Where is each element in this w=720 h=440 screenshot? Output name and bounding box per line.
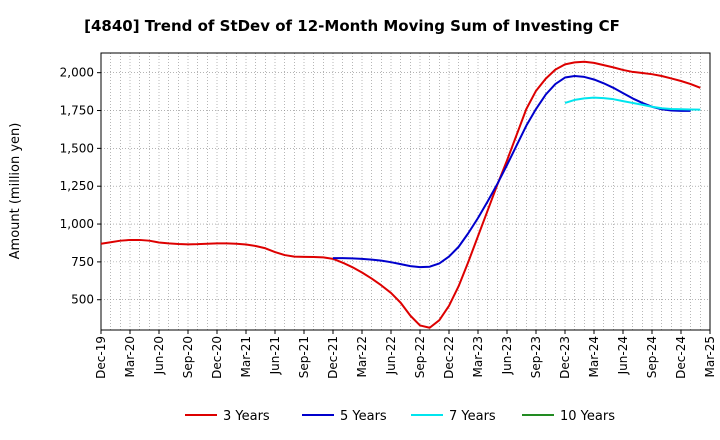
x-tick-label: Dec-24 xyxy=(674,336,688,379)
x-tick-label: Jun-23 xyxy=(500,336,514,375)
series-layer xyxy=(100,60,701,329)
series-line-7-years xyxy=(564,96,701,111)
x-tick-label: Sep-21 xyxy=(297,336,311,378)
x-tick-label: Mar-21 xyxy=(239,336,253,377)
y-tick-label: 750 xyxy=(71,255,94,269)
legend-label: 10 Years xyxy=(560,409,615,424)
x-tick-label: Sep-24 xyxy=(645,336,659,378)
x-axis: Dec-19 Mar-20 Jun-20 Sep-20 Dec-20 Mar-21 Jun-… xyxy=(94,330,717,379)
y-tick-label: 1,000 xyxy=(60,217,94,231)
x-tick-label: Jun-21 xyxy=(268,336,282,375)
x-tick-label: Mar-20 xyxy=(123,336,137,377)
series-line-5-years xyxy=(333,75,691,269)
legend-label: 7 Years xyxy=(449,409,496,424)
x-tick-label: Jun-20 xyxy=(152,336,166,375)
x-tick-label: Mar-24 xyxy=(587,336,601,377)
legend-label: 5 Years xyxy=(340,409,387,424)
x-tick-label: Dec-23 xyxy=(558,336,572,379)
chart-title: [4840] Trend of StDev of 12-Month Moving… xyxy=(84,17,620,35)
x-tick-label: Mar-23 xyxy=(471,336,485,377)
y-tick-label: 1,750 xyxy=(60,104,94,118)
x-tick-label: Mar-22 xyxy=(355,336,369,377)
y-tick-label: 2,000 xyxy=(60,66,94,80)
plot-area xyxy=(100,52,711,331)
y-tick-label: 1,250 xyxy=(60,179,94,193)
x-tick-label: Mar-25 xyxy=(703,336,717,377)
y-tick-label: 1,500 xyxy=(60,141,94,155)
x-tick-label: Dec-20 xyxy=(210,336,224,379)
grid-lines xyxy=(100,53,711,330)
x-tick-label: Sep-20 xyxy=(181,336,195,378)
x-tick-label: Dec-21 xyxy=(326,336,340,379)
y-axis-label: Amount (million yen) xyxy=(8,123,23,260)
legend: 3 Years 5 Years 7 Years 10 Years xyxy=(185,409,615,424)
x-tick-label: Dec-22 xyxy=(442,336,456,379)
x-tick-label: Sep-23 xyxy=(529,336,543,378)
x-tick-label: Jun-24 xyxy=(616,336,630,375)
x-tick-label: Dec-19 xyxy=(94,336,108,379)
legend-label: 3 Years xyxy=(223,409,270,424)
y-tick-label: 500 xyxy=(71,293,94,307)
y-axis: 500 750 1,000 1,250 1,500 1,750 2,000 xyxy=(60,66,101,307)
x-tick-label: Sep-22 xyxy=(413,336,427,378)
x-tick-label: Jun-22 xyxy=(384,336,398,375)
series-line-3-years xyxy=(100,60,701,329)
